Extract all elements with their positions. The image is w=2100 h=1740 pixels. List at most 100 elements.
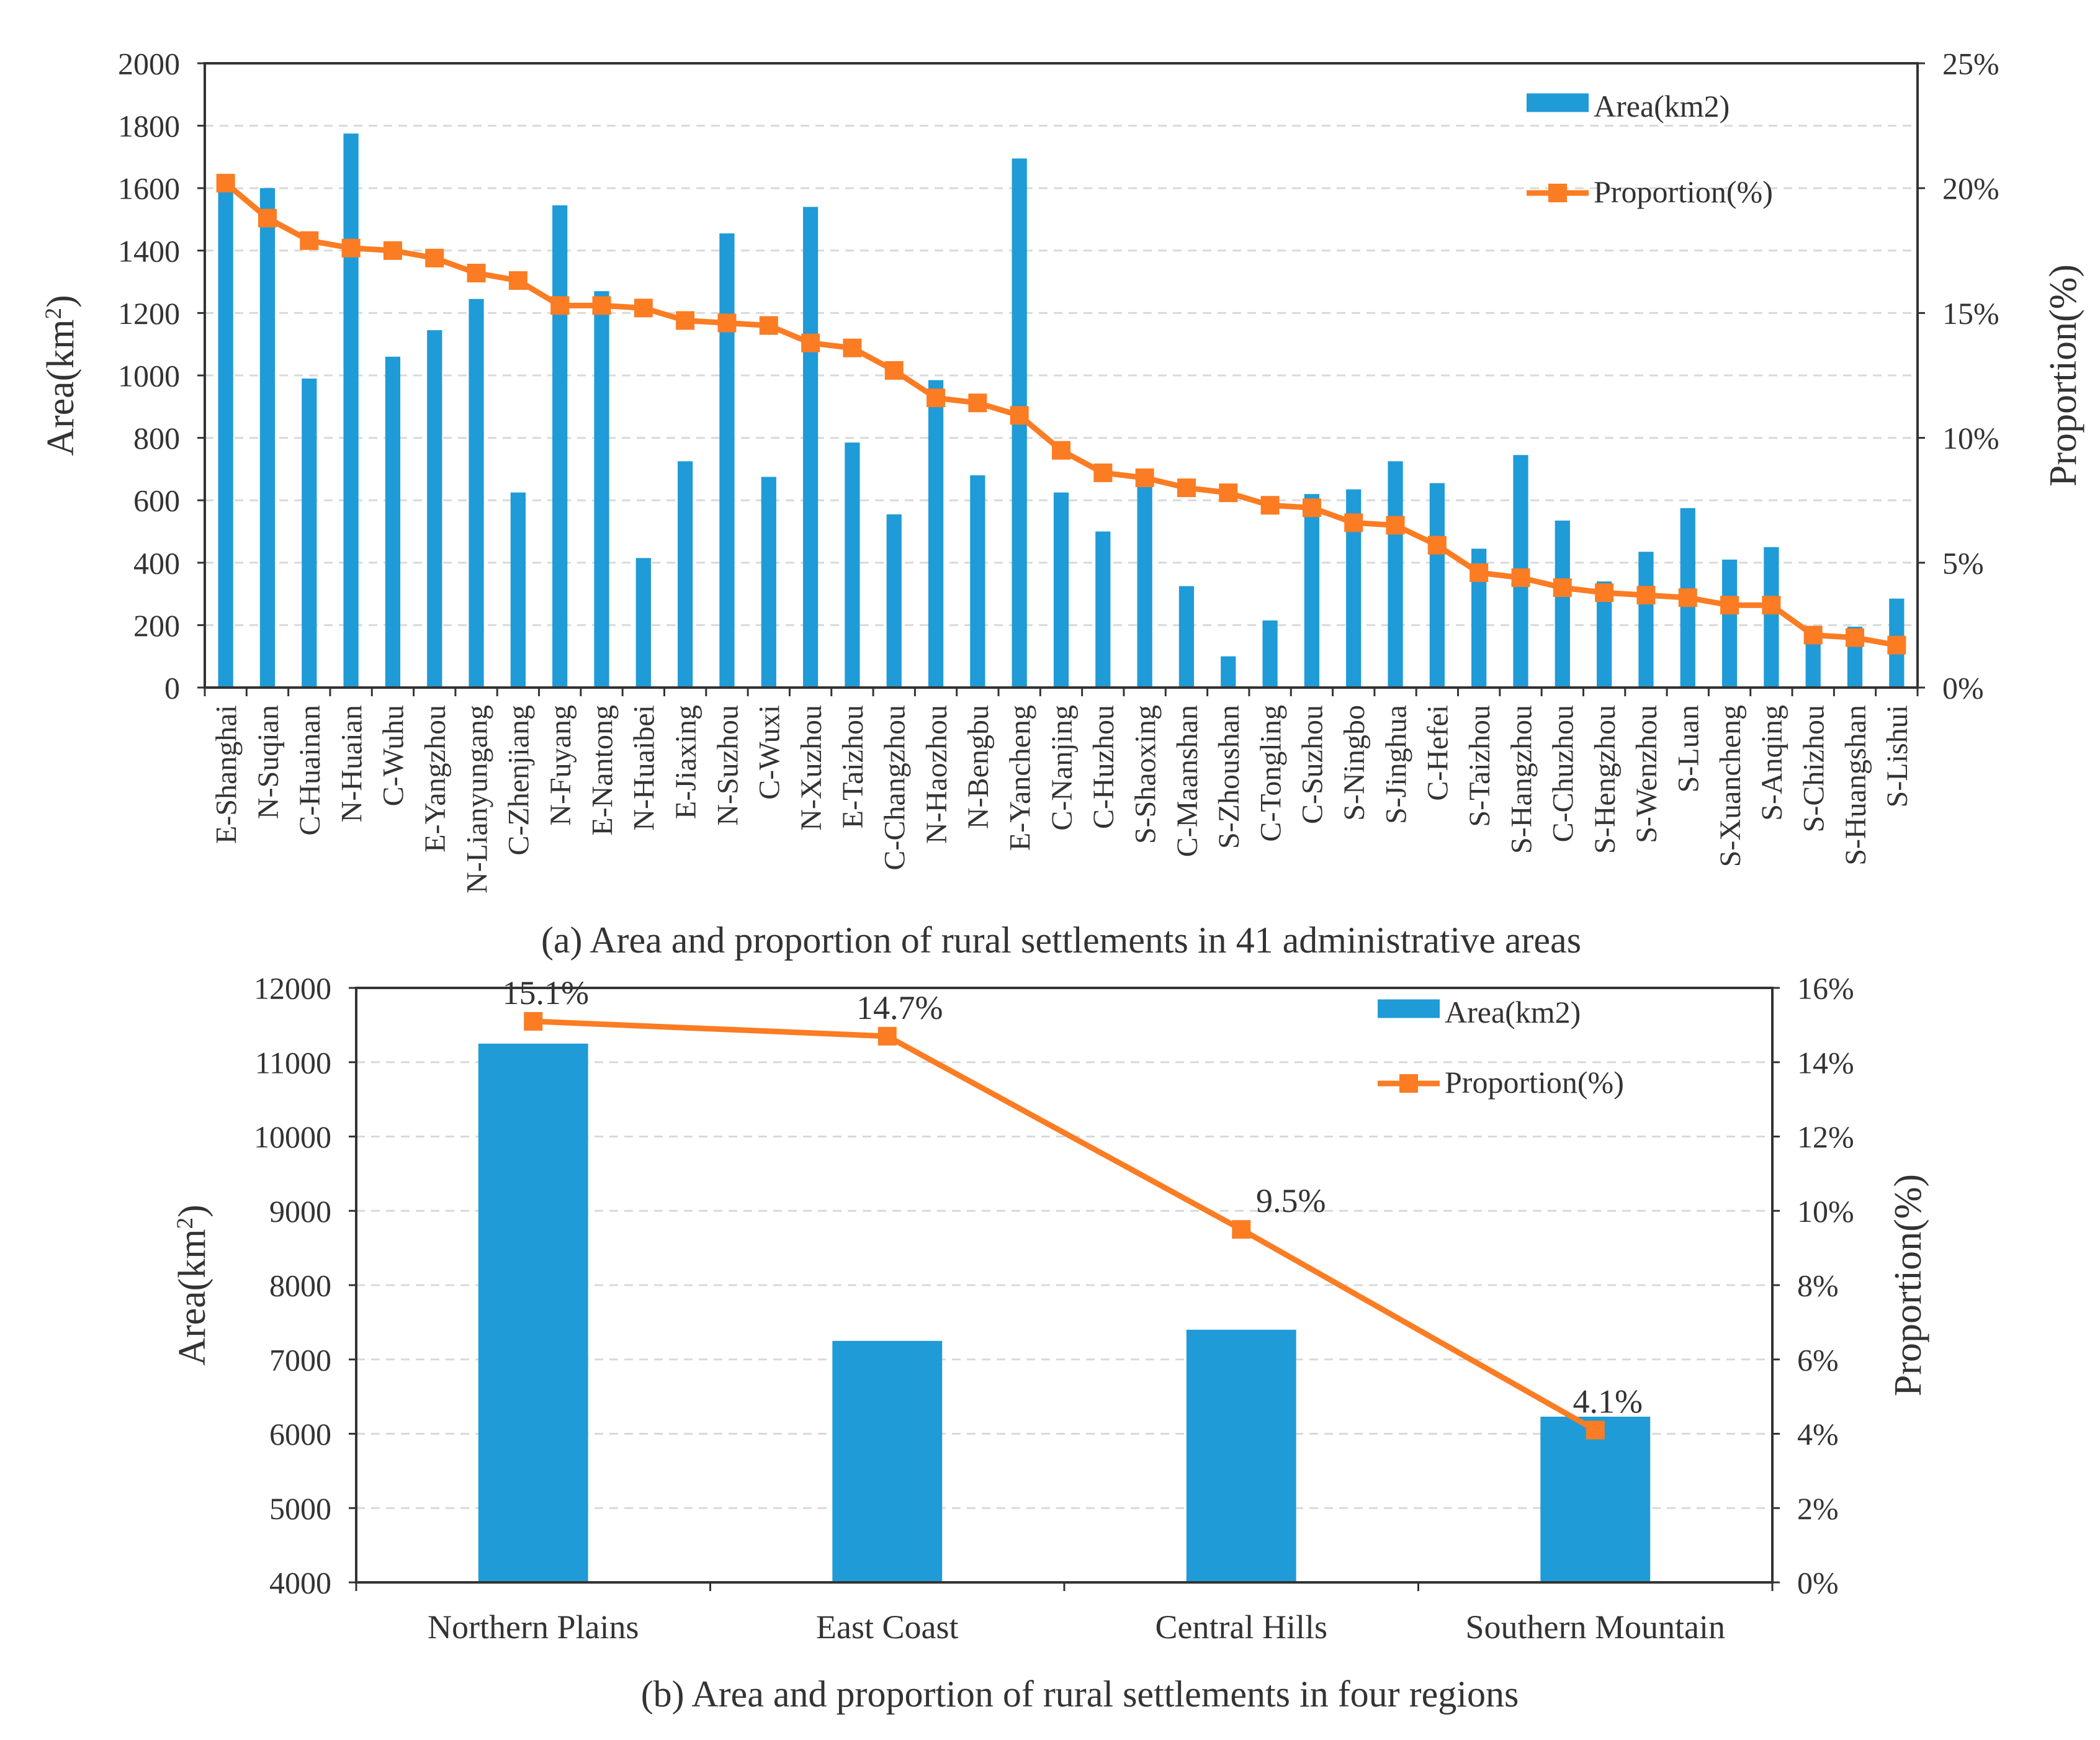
data-label: 9.5% <box>1256 1182 1326 1219</box>
bar <box>761 477 776 688</box>
right-tick-label: 4% <box>1797 1417 1839 1451</box>
category-label: S-Zhoushan <box>1213 705 1245 849</box>
right-tick-label: 20% <box>1942 171 1999 206</box>
left-axis-title-sup: 2 <box>41 308 66 320</box>
proportion-marker <box>801 333 820 352</box>
category-label: East Coast <box>816 1608 958 1646</box>
legend-line-label: Proportion(%) <box>1445 1065 1624 1100</box>
category-label: N-Suzhou <box>711 705 744 826</box>
bar <box>886 514 902 688</box>
category-label: S-Shaoxing <box>1129 705 1162 844</box>
category-label: E-Taizhou <box>837 705 869 828</box>
right-axis-title: Proportion(%) <box>2042 264 2084 487</box>
proportion-marker <box>1344 513 1363 532</box>
category-label: N-Suqian <box>252 705 285 819</box>
right-tick-label: 25% <box>1942 47 1999 81</box>
right-tick-label: 10% <box>1797 1194 1854 1229</box>
proportion-marker <box>843 338 862 357</box>
left-tick-label: 8000 <box>269 1268 331 1303</box>
right-tick-label: 10% <box>1942 421 1999 455</box>
bar <box>928 380 944 688</box>
proportion-marker <box>1720 596 1739 615</box>
bar <box>385 356 401 688</box>
category-label: E-Jiaxing <box>670 705 702 819</box>
right-tick-label: 15% <box>1942 296 1999 331</box>
bar <box>1186 1329 1296 1582</box>
bar <box>1304 494 1320 688</box>
proportion-marker <box>927 388 946 408</box>
category-label: S-Ningbo <box>1338 705 1371 821</box>
proportion-marker <box>524 1011 543 1031</box>
proportion-marker <box>425 248 444 267</box>
category-label: Southern Mountain <box>1466 1608 1725 1646</box>
left-tick-label: 7000 <box>269 1342 331 1377</box>
left-tick-label: 6000 <box>269 1417 331 1451</box>
bar <box>678 461 693 688</box>
legend-bar-label: Area(km2) <box>1445 995 1581 1029</box>
category-label: C-Hefei <box>1422 705 1455 801</box>
left-axis-title-sup: 2 <box>173 1218 198 1229</box>
proportion-marker <box>1595 583 1614 603</box>
plot-frame <box>355 987 1774 1584</box>
bar <box>1053 492 1069 688</box>
category-label: S-Xuancheng <box>1714 705 1747 867</box>
category-label: C-Huainan <box>294 705 326 836</box>
bar <box>1178 586 1195 688</box>
proportion-marker <box>717 313 737 333</box>
bar <box>552 205 568 688</box>
category-label: S-Anqing <box>1756 705 1788 821</box>
category-label: S-Wenzhou <box>1630 705 1663 843</box>
proportion-marker <box>216 174 235 193</box>
bar <box>845 442 860 688</box>
left-tick-label: 1000 <box>118 359 180 393</box>
left-tick-label: 9000 <box>269 1194 331 1229</box>
left-axis-title: Area(km2) <box>40 295 82 456</box>
category-label: Northern Plains <box>428 1608 639 1646</box>
bar <box>1540 1416 1651 1582</box>
proportion-marker <box>383 241 402 260</box>
proportion-marker <box>968 393 987 413</box>
right-tick-label: 0% <box>1797 1566 1839 1600</box>
left-tick-label: 1600 <box>118 171 180 206</box>
category-label: E-Yancheng <box>1003 705 1036 851</box>
bar <box>1638 552 1654 688</box>
category-label: C-Huzhou <box>1087 705 1120 829</box>
left-tick-label: 10000 <box>254 1119 331 1154</box>
category-label: C-Wuxi <box>753 705 786 800</box>
right-tick-label: 2% <box>1797 1491 1839 1526</box>
category-label: S-Lishui <box>1881 705 1914 807</box>
proportion-marker <box>467 264 486 283</box>
left-axis-title: Area(km2) <box>171 1204 213 1366</box>
proportion-marker <box>1232 1220 1251 1239</box>
category-label: N-Haozhou <box>920 705 953 844</box>
bar <box>1721 559 1738 688</box>
left-tick-label: 1200 <box>118 296 180 331</box>
bar <box>302 379 317 688</box>
proportion-marker <box>877 1026 897 1046</box>
chart-a: 0 200 400 600 800 1000 1200 1400 1600 1800 2000 0% 5… <box>40 47 2084 961</box>
category-label: N-Huaibei <box>628 705 661 831</box>
bar <box>1764 547 1779 688</box>
left-tick-label: 4000 <box>269 1566 331 1600</box>
bar <box>218 182 233 688</box>
left-axis-title-main: Area(km <box>171 1229 213 1365</box>
left-tick-label: 1400 <box>118 233 180 268</box>
proportion-marker <box>1803 626 1823 645</box>
bar <box>635 558 651 688</box>
proportion-marker <box>1887 635 1906 655</box>
proportion-marker <box>884 361 904 380</box>
proportion-marker <box>1511 568 1530 587</box>
proportion-marker <box>550 296 570 315</box>
category-label: E-Shanghai <box>210 705 243 844</box>
category-label: C-Maanshan <box>1171 705 1204 857</box>
bar <box>1095 531 1111 688</box>
proportion-marker <box>1135 468 1154 487</box>
legend-line-marker <box>1399 1074 1418 1093</box>
proportion-marker <box>592 296 611 315</box>
bar <box>970 475 985 688</box>
left-tick-label: 2000 <box>118 47 180 81</box>
bar <box>719 233 735 688</box>
proportion-marker <box>1762 596 1781 615</box>
left-tick-label: 11000 <box>255 1045 331 1080</box>
